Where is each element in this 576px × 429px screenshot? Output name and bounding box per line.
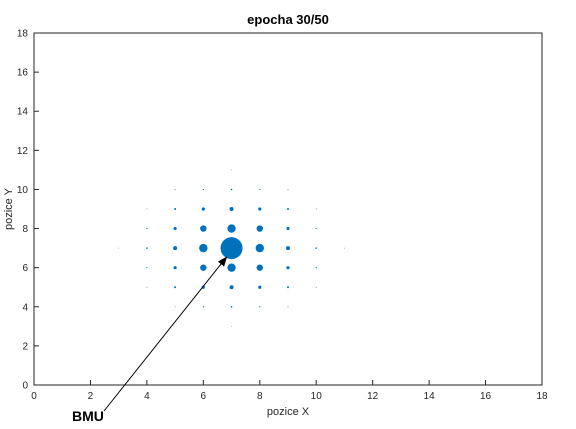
y-tick-label: 18 [17, 29, 29, 40]
axis-ticks: 0 2 4 6 8 10 12 14 16 18 0 2 4 6 8 10 12 14 16 18 [17, 29, 548, 403]
y-tick-label: 2 [22, 341, 28, 352]
data-point [315, 227, 317, 230]
data-point [315, 267, 317, 269]
x-tick-label: 10 [311, 391, 323, 402]
data-point [118, 247, 120, 249]
data-point [287, 286, 289, 289]
data-point [200, 264, 207, 271]
data-point [227, 224, 236, 233]
data-point [315, 208, 317, 210]
data-point [220, 237, 243, 260]
data-point [199, 243, 208, 253]
x-tick-label: 6 [201, 391, 207, 402]
data-point [259, 306, 261, 308]
data-point [202, 188, 204, 191]
data-point [258, 207, 262, 211]
x-axis-label: pozice X [267, 406, 310, 418]
data-point [286, 226, 290, 231]
axes-box [33, 32, 543, 386]
data-point [315, 286, 317, 288]
data-point [287, 306, 289, 308]
y-tick-label: 4 [22, 302, 28, 313]
data-point [227, 263, 236, 272]
data-point [255, 243, 264, 253]
data-point [230, 188, 233, 191]
y-tick-label: 8 [22, 224, 28, 235]
data-point [200, 225, 207, 232]
data-point [287, 208, 289, 210]
data-point [256, 264, 263, 271]
data-point [146, 208, 148, 210]
x-tick-label: 12 [367, 391, 379, 402]
data-point [146, 267, 148, 269]
x-tick-label: 18 [536, 391, 548, 402]
y-tick-label: 10 [17, 185, 29, 196]
data-point [344, 247, 345, 249]
chart-title: epocha 30/50 [247, 12, 329, 27]
data-point [258, 285, 262, 289]
data-point [315, 247, 318, 249]
data-point [202, 306, 204, 308]
x-tick-label: 0 [31, 391, 37, 402]
data-point [174, 188, 176, 190]
data-point [286, 266, 290, 270]
y-tick-label: 16 [17, 68, 29, 79]
x-tick-label: 8 [257, 391, 263, 402]
data-point [256, 225, 263, 232]
data-point [174, 306, 176, 308]
data-point [146, 247, 148, 249]
x-tick-label: 14 [424, 391, 436, 402]
bmu-arrow [103, 256, 228, 412]
data-point [174, 286, 177, 289]
x-tick-label: 2 [88, 391, 94, 402]
y-tick-label: 12 [17, 146, 29, 157]
x-tick-label: 4 [144, 391, 150, 402]
data-point [231, 325, 232, 327]
data-point [173, 246, 178, 251]
data-point [231, 169, 232, 171]
data-point [287, 188, 289, 190]
x-tick-label: 16 [480, 391, 492, 402]
data-point [230, 305, 233, 308]
data-point [174, 208, 177, 210]
data-point [286, 246, 290, 251]
y-tick-label: 14 [17, 107, 29, 118]
y-tick-label: 0 [22, 381, 28, 392]
data-point [229, 285, 234, 290]
data-point [259, 188, 261, 191]
y-axis-label: pozice Y [3, 187, 15, 230]
data-point [173, 226, 177, 231]
y-tick-label: 6 [22, 263, 28, 274]
data-point [173, 266, 177, 270]
data-point [201, 207, 205, 211]
scatter-points [118, 169, 345, 327]
bmu-annotation: BMU [72, 408, 104, 424]
data-point [146, 286, 148, 288]
data-point [229, 207, 234, 211]
data-point [146, 227, 148, 230]
